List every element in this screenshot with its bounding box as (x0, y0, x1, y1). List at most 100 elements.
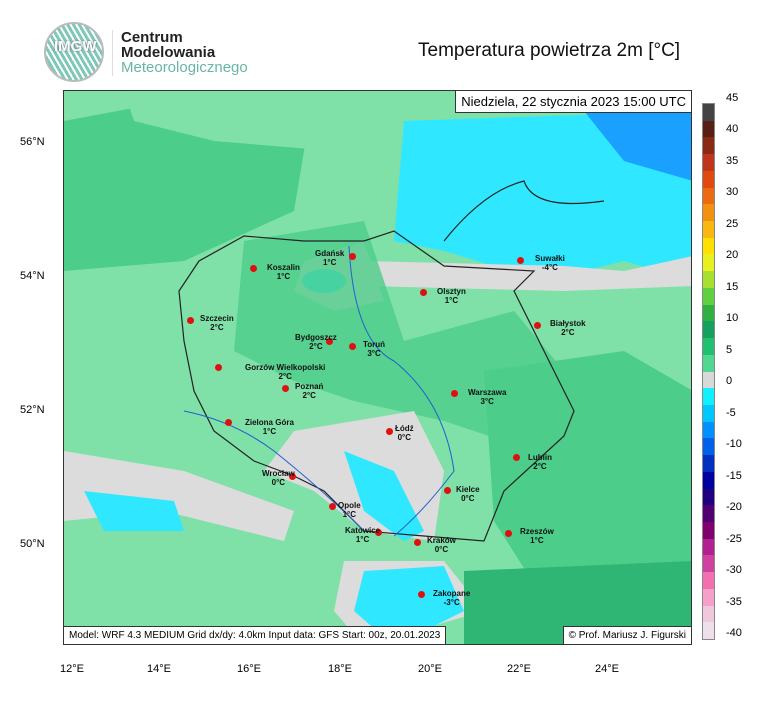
colorbar-swatch (703, 404, 714, 422)
city-label: Zakopane -3°C (433, 589, 470, 607)
city-label: Białystok 2°C (550, 319, 586, 337)
city-temperature: 2°C (302, 391, 316, 400)
lon-label: 24°E (595, 663, 619, 675)
chart-title: Temperatura powietrza 2m [°C] (418, 40, 681, 61)
org-line-2: Modelowania (121, 44, 216, 61)
city-label: Gdańsk 1°C (315, 249, 344, 267)
baltic-coastline (443, 180, 605, 242)
colorbar-swatch (703, 154, 714, 171)
city-name: Rzeszów (520, 527, 554, 536)
city-name: Toruń (363, 340, 386, 349)
city-name: Zakopane (433, 589, 471, 598)
city-dot (534, 322, 541, 329)
city-label: Suwałki -4°C (535, 254, 565, 272)
city-temperature: 1°C (276, 272, 291, 281)
cold-area-malopolska (344, 451, 424, 541)
lat-label: 50°N (20, 538, 45, 550)
city-name: Gorzów Wielkopolski (245, 363, 326, 372)
lon-label: 16°E (237, 663, 261, 675)
city-temperature: 0°C (461, 494, 475, 503)
city-dot (451, 390, 458, 397)
colorbar-swatch (703, 120, 714, 138)
city-dot (513, 454, 520, 461)
org-line-1: Centrum (121, 29, 183, 46)
oder-river (183, 410, 365, 532)
colorbar-swatch (703, 438, 714, 456)
city-dot (329, 503, 336, 510)
city-name: Gdańsk (315, 249, 345, 258)
city-dot (225, 419, 232, 426)
colorbar-label: 5 (726, 343, 733, 356)
city-label: Kielce 0°C (456, 485, 480, 503)
header-divider (112, 30, 113, 76)
city-label: Szczecin 2°C (200, 314, 234, 332)
city-dot (187, 317, 194, 324)
city-name: Kraków (427, 536, 456, 545)
city-temperature: 1°C (530, 536, 544, 545)
city-temperature: 1°C (444, 296, 459, 305)
colorbar-swatch (703, 588, 714, 606)
org-line-3: Meteorologicznego (121, 59, 248, 76)
city-name: Bydgoszcz (295, 333, 337, 342)
city-label: Katowice 1°C (345, 526, 380, 544)
lon-label: 20°E (418, 663, 442, 675)
lon-label: 22°E (507, 663, 531, 675)
city-dot (505, 530, 512, 537)
colorbar-label: 40 (726, 123, 739, 136)
colorbar-swatch (703, 187, 714, 205)
city-dot (444, 487, 451, 494)
sea-field-cool (124, 91, 344, 151)
city-temperature: 0°C (271, 478, 286, 487)
colorbar-label: 45 (726, 92, 739, 104)
city-label: Koszalin 1°C (267, 263, 300, 281)
temperature-map: Niedziela, 22 stycznia 2023 15:00 UTC Mo… (63, 90, 692, 645)
map-field (64, 91, 691, 644)
city-dot (375, 529, 382, 536)
colorbar-label: -40 (726, 627, 742, 639)
poland-border (178, 230, 575, 542)
city-label: Lublin 2°C (528, 453, 552, 471)
city-temperature: 2°C (210, 323, 224, 332)
city-temperature: 2°C (561, 328, 575, 337)
colorbar-label: 30 (726, 186, 739, 199)
city-temperature: 1°C (355, 535, 370, 544)
colorbar-swatch (703, 287, 714, 305)
colorbar-label: -35 (726, 595, 742, 608)
warmer-area-east (484, 351, 691, 631)
city-dot (326, 338, 333, 345)
colorbar-swatch (703, 572, 714, 589)
vistula-river (348, 245, 455, 537)
colder-area-northeast (584, 111, 691, 181)
city-temperature: 2°C (533, 462, 547, 471)
colorbar-label: 25 (726, 217, 739, 230)
colorbar (702, 103, 715, 640)
colorbar-swatch (703, 237, 714, 255)
city-dot (349, 253, 356, 260)
zero-band-north (364, 256, 691, 291)
colorbar-swatch (703, 221, 714, 238)
colorbar-swatch (703, 505, 714, 522)
city-temperature: -4°C (541, 263, 558, 272)
city-dot (386, 428, 393, 435)
city-name: Szczecin (200, 314, 234, 323)
colorbar-swatch (703, 354, 714, 372)
city-label: Zielona Góra 1°C (245, 418, 294, 436)
organization-name: Centrum Modelowania Meteorologicznego (121, 30, 248, 75)
lon-label: 12°E (60, 663, 84, 675)
colorbar-label: 0 (726, 375, 733, 388)
city-name: Łódź (395, 424, 414, 433)
warm-area-slovakia (464, 561, 691, 644)
lon-label: 18°E (328, 663, 352, 675)
colorbar-swatch (703, 271, 714, 288)
city-dot (289, 473, 296, 480)
city-label: Toruń 3°C (363, 340, 385, 358)
colorbar-swatch (703, 471, 714, 489)
city-temperature: 2°C (309, 342, 323, 351)
colorbar-swatch (703, 388, 714, 405)
city-dot (349, 343, 356, 350)
city-name: Suwałki (535, 254, 565, 263)
forecast-datetime: Niedziela, 22 stycznia 2023 15:00 UTC (455, 91, 691, 113)
colorbar-label: -5 (726, 406, 736, 419)
colorbar-swatch (703, 421, 714, 439)
